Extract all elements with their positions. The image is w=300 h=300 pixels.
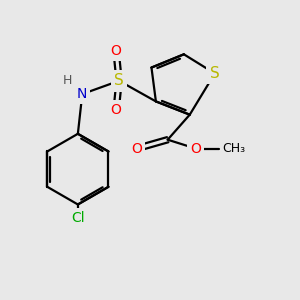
Text: O: O [111,103,122,117]
Text: H: H [63,74,72,87]
Text: O: O [131,142,142,155]
Text: Cl: Cl [71,211,85,225]
Text: O: O [111,44,122,58]
Text: S: S [114,73,124,88]
Text: O: O [190,142,201,155]
Text: CH₃: CH₃ [222,142,245,155]
Text: S: S [210,66,220,81]
Text: N: N [77,87,88,101]
